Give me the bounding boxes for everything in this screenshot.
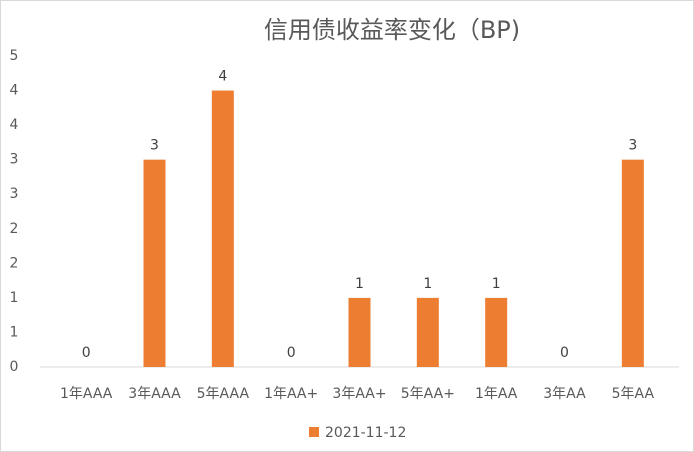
chart-title: 信用债收益率变化（BP) [264, 16, 520, 44]
bar [416, 297, 439, 367]
legend-label: 2021-11-12 [325, 425, 406, 441]
data-label: 4 [218, 69, 227, 85]
bar [143, 159, 166, 367]
bar [621, 159, 644, 367]
bar [348, 297, 371, 367]
y-tick-label: 2 [10, 255, 19, 271]
x-tick-label: 3年AA+ [332, 386, 386, 402]
data-label: 3 [150, 138, 159, 154]
legend-swatch [309, 427, 319, 437]
data-label: 0 [82, 345, 91, 361]
x-tick-label: 3年AA [543, 386, 586, 402]
x-tick-label: 1年AA [475, 386, 518, 402]
x-tick-label: 1年AA+ [264, 386, 318, 402]
y-tick-label: 2 [10, 221, 19, 237]
data-label: 1 [492, 276, 501, 292]
y-tick-label: 0 [10, 359, 19, 375]
bar [211, 90, 234, 368]
x-tick-label: 1年AAA [60, 386, 113, 402]
y-tick-label: 4 [10, 117, 19, 133]
y-tick-label: 5 [10, 48, 19, 64]
data-label: 3 [628, 138, 637, 154]
data-label: 0 [560, 345, 569, 361]
y-tick-label: 4 [10, 83, 19, 99]
data-label: 1 [355, 276, 364, 292]
y-tick-label: 3 [10, 152, 19, 168]
x-tick-label: 5年AA+ [401, 386, 455, 402]
x-tick-label: 5年AA [612, 386, 655, 402]
data-label: 0 [287, 345, 296, 361]
data-label: 1 [423, 276, 432, 292]
y-tick-label: 3 [10, 186, 19, 202]
bar [485, 297, 508, 367]
y-tick-label: 1 [10, 290, 19, 306]
x-tick-label: 5年AAA [197, 386, 250, 402]
x-tick-label: 3年AAA [128, 386, 181, 402]
y-tick-label: 1 [10, 324, 19, 340]
